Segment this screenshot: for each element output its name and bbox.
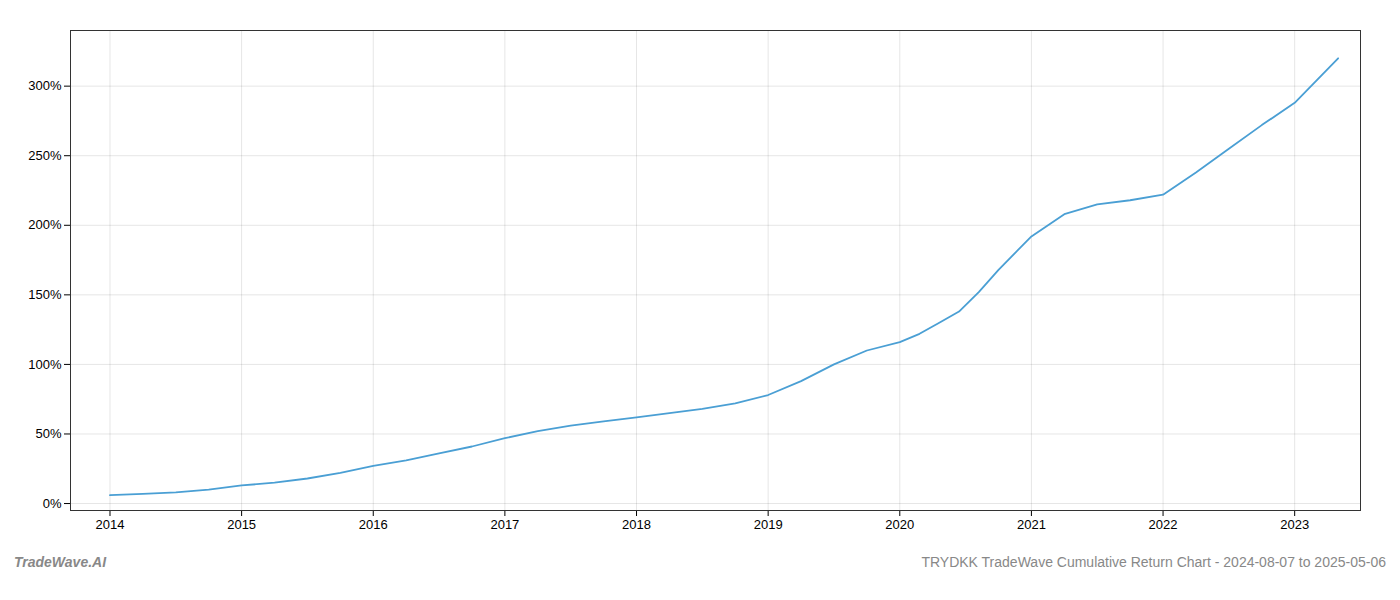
svg-text:2020: 2020 bbox=[885, 517, 914, 532]
svg-text:2022: 2022 bbox=[1149, 517, 1178, 532]
svg-text:0%: 0% bbox=[43, 496, 62, 511]
svg-text:200%: 200% bbox=[28, 217, 62, 232]
svg-text:300%: 300% bbox=[28, 78, 62, 93]
svg-text:2018: 2018 bbox=[622, 517, 651, 532]
html-text:TradeWave.AI: TradeWave.AI bbox=[14, 554, 107, 570]
svg-text:2015: 2015 bbox=[227, 517, 256, 532]
svg-text:2014: 2014 bbox=[96, 517, 125, 532]
html-text:TRYDKK TradeWave Cumulative Re: TRYDKK TradeWave Cumulative Return Chart… bbox=[921, 554, 1386, 570]
svg-text:250%: 250% bbox=[28, 148, 62, 163]
svg-text:2017: 2017 bbox=[490, 517, 519, 532]
svg-text:100%: 100% bbox=[28, 357, 62, 372]
svg-text:2021: 2021 bbox=[1017, 517, 1046, 532]
svg-text:150%: 150% bbox=[28, 287, 62, 302]
svg-text:2019: 2019 bbox=[754, 517, 783, 532]
svg-text:2016: 2016 bbox=[359, 517, 388, 532]
svg-text:2023: 2023 bbox=[1280, 517, 1309, 532]
svg-text:50%: 50% bbox=[35, 426, 61, 441]
